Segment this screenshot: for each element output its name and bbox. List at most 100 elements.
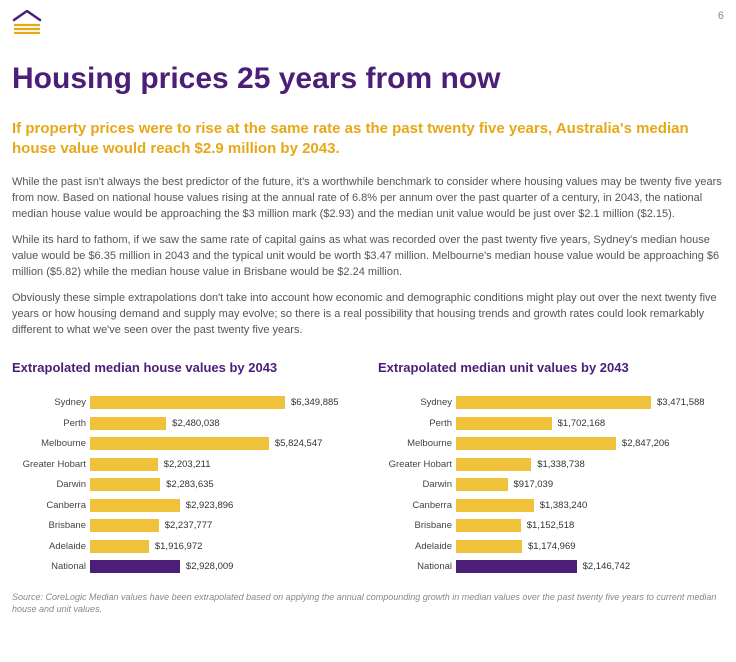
chart-bar-value: $6,349,885 <box>291 397 339 408</box>
chart-bar-value: $1,916,972 <box>155 541 203 552</box>
page-header: 6 <box>12 10 724 34</box>
chart-bar <box>456 417 552 430</box>
chart-bar-area: $2,146,742 <box>456 560 724 573</box>
page-title: Housing prices 25 years from now <box>12 62 724 97</box>
chart-bar <box>456 458 531 471</box>
chart-bar-area: $2,847,206 <box>456 437 724 450</box>
chart-row: National $2,928,009 <box>12 557 358 576</box>
chart-row: Darwin $917,039 <box>378 475 724 494</box>
chart-bar-value: $2,237,777 <box>165 520 213 531</box>
chart-row-label: Canberra <box>378 500 456 511</box>
chart-bar-area: $917,039 <box>456 478 724 491</box>
chart-row-label: Sydney <box>378 397 456 408</box>
chart-row-label: Greater Hobart <box>12 459 90 470</box>
chart-title-house: Extrapolated median house values by 2043 <box>12 360 358 375</box>
chart-row-label: Brisbane <box>12 520 90 531</box>
chart-row: Sydney $3,471,588 <box>378 393 724 412</box>
chart-row: Adelaide $1,916,972 <box>12 537 358 556</box>
chart-row-label: Perth <box>378 418 456 429</box>
chart-row: Canberra $2,923,896 <box>12 496 358 515</box>
chart-bar-value: $2,283,635 <box>166 479 214 490</box>
chart-bar <box>456 478 508 491</box>
chart-bar-area: $1,152,518 <box>456 519 724 532</box>
chart-house-values: Extrapolated median house values by 2043… <box>12 360 358 578</box>
chart-row-label: Melbourne <box>12 438 90 449</box>
chart-bar-area: $2,480,038 <box>90 417 358 430</box>
chart-bar-area: $6,349,885 <box>90 396 358 409</box>
source-note: Source: CoreLogic Median values have bee… <box>12 592 724 615</box>
chart-row: Perth $2,480,038 <box>12 414 358 433</box>
chart-bars-house: Sydney $6,349,885 Perth $2,480,038 Melbourne… <box>12 393 358 576</box>
chart-bar <box>90 458 158 471</box>
chart-row: Brisbane $1,152,518 <box>378 516 724 535</box>
chart-bar-value: $1,152,518 <box>527 520 575 531</box>
chart-bar-area: $2,923,896 <box>90 499 358 512</box>
chart-bar-area: $2,928,009 <box>90 560 358 573</box>
page-number: 6 <box>718 10 724 22</box>
chart-row-label: National <box>378 561 456 572</box>
chart-bar <box>456 396 651 409</box>
chart-row-label: Melbourne <box>378 438 456 449</box>
chart-bar <box>456 560 577 573</box>
chart-row: Perth$1,702,168 <box>378 414 724 433</box>
chart-bar-area: $5,824,547 <box>90 437 358 450</box>
chart-row: Darwin $2,283,635 <box>12 475 358 494</box>
body-paragraph: Obviously these simple extrapolations do… <box>12 291 724 339</box>
chart-row-label: Brisbane <box>378 520 456 531</box>
chart-bar <box>90 437 269 450</box>
chart-bar-area: $1,383,240 <box>456 499 724 512</box>
chart-row-label: National <box>12 561 90 572</box>
chart-bar <box>90 519 159 532</box>
chart-bar-value: $2,847,206 <box>622 438 670 449</box>
chart-row: Canberra $1,383,240 <box>378 496 724 515</box>
chart-bar-value: $2,146,742 <box>583 561 631 572</box>
body-paragraph: While the past isn't always the best pre… <box>12 175 724 223</box>
subheading: If property prices were to rise at the s… <box>12 119 724 160</box>
chart-bar-value: $1,338,738 <box>537 459 585 470</box>
chart-row: Greater Hobart $1,338,738 <box>378 455 724 474</box>
chart-row: Melbourne $2,847,206 <box>378 434 724 453</box>
chart-bar-value: $2,203,211 <box>164 459 211 470</box>
chart-bar-area: $2,237,777 <box>90 519 358 532</box>
body-text: While the past isn't always the best pre… <box>12 175 724 338</box>
chart-row: Brisbane $2,237,777 <box>12 516 358 535</box>
brand-logo-icon <box>12 10 42 34</box>
chart-bar-value: $2,928,009 <box>186 561 234 572</box>
chart-bar <box>456 437 616 450</box>
chart-row-label: Adelaide <box>12 541 90 552</box>
chart-bar <box>90 560 180 573</box>
chart-row: Adelaide$1,174,969 <box>378 537 724 556</box>
chart-row: Greater Hobart $2,203,211 <box>12 455 358 474</box>
chart-row-label: Perth <box>12 418 90 429</box>
chart-bar-area: $2,203,211 <box>90 458 358 471</box>
chart-bar-value: $1,174,969 <box>528 541 576 552</box>
chart-row-label: Greater Hobart <box>378 459 456 470</box>
chart-row-label: Canberra <box>12 500 90 511</box>
chart-bar <box>456 499 534 512</box>
chart-row: Sydney $6,349,885 <box>12 393 358 412</box>
chart-bar-area: $2,283,635 <box>90 478 358 491</box>
chart-row-label: Sydney <box>12 397 90 408</box>
chart-bar-area: $3,471,588 <box>456 396 724 409</box>
chart-bar <box>90 478 160 491</box>
chart-bar-area: $1,916,972 <box>90 540 358 553</box>
chart-title-unit: Extrapolated median unit values by 2043 <box>378 360 724 375</box>
chart-unit-values: Extrapolated median unit values by 2043 … <box>378 360 724 578</box>
chart-bar-value: $1,383,240 <box>540 500 588 511</box>
chart-bar-area: $1,174,969 <box>456 540 724 553</box>
chart-bar-value: $3,471,588 <box>657 397 705 408</box>
chart-bar-value: $917,039 <box>514 479 554 490</box>
chart-row: Melbourne $5,824,547 <box>12 434 358 453</box>
chart-bar <box>90 499 180 512</box>
chart-bar-value: $2,480,038 <box>172 418 220 429</box>
chart-row: National $2,146,742 <box>378 557 724 576</box>
chart-bar-value: $5,824,547 <box>275 438 323 449</box>
chart-bar <box>90 396 285 409</box>
chart-bar-value: $2,923,896 <box>186 500 234 511</box>
chart-bar <box>456 519 521 532</box>
chart-row-label: Darwin <box>12 479 90 490</box>
chart-bar-area: $1,338,738 <box>456 458 724 471</box>
chart-row-label: Darwin <box>378 479 456 490</box>
chart-bar <box>90 417 166 430</box>
body-paragraph: While its hard to fathom, if we saw the … <box>12 233 724 281</box>
